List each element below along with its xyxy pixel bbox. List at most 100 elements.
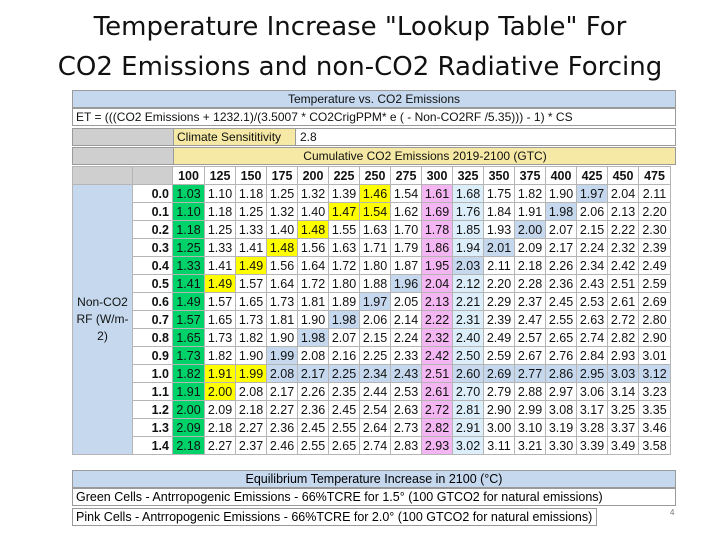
table-cell: 1.86 — [421, 238, 453, 257]
column-header: 475 — [638, 166, 671, 185]
table-cell: 2.06 — [576, 202, 608, 221]
table-cell: 2.07 — [328, 328, 360, 347]
table-cell: 1.82 — [172, 364, 205, 383]
table-cell: 1.46 — [359, 184, 391, 203]
table-cell: 2.18 — [514, 256, 546, 275]
table-cell: 2.79 — [483, 382, 515, 401]
row-label: 0.2 — [132, 220, 173, 239]
formula-row: ET = (((CO2 Emissions + 1232.1)/(3.5007 … — [72, 108, 676, 126]
table-cell: 2.77 — [514, 364, 546, 383]
table-cell: 2.74 — [359, 436, 391, 455]
table-cell: 1.65 — [235, 292, 267, 311]
table-cell: 1.41 — [204, 256, 236, 275]
table-cell: 2.04 — [421, 274, 453, 293]
table-cell: 2.25 — [328, 364, 360, 383]
table-cell: 1.40 — [266, 220, 298, 239]
table-cell: 1.65 — [204, 310, 236, 329]
table-cell: 2.13 — [421, 292, 453, 311]
table-cell: 2.26 — [545, 256, 577, 275]
table-cell: 2.11 — [483, 256, 515, 275]
table-cell: 1.88 — [359, 274, 391, 293]
row-label: 1.4 — [132, 436, 173, 455]
row-label: 0.5 — [132, 274, 173, 293]
table-cell: 2.35 — [328, 382, 360, 401]
table-cell: 1.93 — [483, 220, 515, 239]
table-cell: 2.32 — [607, 238, 639, 257]
row-label: 0.8 — [132, 328, 173, 347]
table-cell: 1.82 — [514, 184, 546, 203]
table-cell: 1.90 — [266, 328, 298, 347]
table-cell: 1.79 — [390, 238, 422, 257]
table-cell: 2.36 — [266, 418, 298, 437]
table-cell: 3.58 — [638, 436, 671, 455]
table-cell: 1.48 — [297, 220, 329, 239]
table-cell: 2.72 — [421, 400, 453, 419]
row-label: 0.1 — [132, 202, 173, 221]
table-cell: 1.56 — [266, 256, 298, 275]
table-cell: 3.11 — [483, 436, 515, 455]
table-cell: 2.34 — [359, 364, 391, 383]
table-cell: 2.16 — [328, 346, 360, 365]
table-cell: 2.55 — [297, 436, 329, 455]
table-cell: 2.27 — [204, 436, 236, 455]
table-cell: 1.41 — [172, 274, 205, 293]
column-header: 275 — [390, 166, 422, 185]
table-cell: 2.55 — [545, 310, 577, 329]
table-cell: 1.97 — [576, 184, 608, 203]
table-cell: 3.28 — [576, 418, 608, 437]
table-cell: 1.91 — [172, 382, 205, 401]
table-cell: 3.35 — [638, 400, 671, 419]
table-cell: 1.33 — [172, 256, 205, 275]
table-row: 0.2 1.18 1.25 1.33 1.40 1.48 1.55 1.63 1.70 1.78 1… — [73, 220, 671, 239]
table-row: 0.6 1.49 1.57 1.65 1.73 1.81 1.89 1.97 2.05 2.13 2… — [73, 292, 671, 311]
table-cell: 2.07 — [545, 220, 577, 239]
table-cell: 1.80 — [328, 274, 360, 293]
table-cell: 1.49 — [204, 274, 236, 293]
table-cell: 1.81 — [266, 310, 298, 329]
column-header-row: 100 125 150 175 200 225 250 275 300 325 350 375 400 4… — [72, 166, 671, 185]
table-cell: 2.15 — [576, 220, 608, 239]
table-cell: 1.70 — [390, 220, 422, 239]
climate-sensitivity-row: Climate Sensititivity 2.8 — [72, 128, 676, 146]
column-header: 225 — [328, 166, 360, 185]
table-cell: 2.03 — [452, 256, 484, 275]
table-cell: 2.27 — [266, 400, 298, 419]
table-cell: 2.57 — [514, 328, 546, 347]
table-cell: 2.39 — [483, 310, 515, 329]
table-cell: 1.10 — [204, 184, 236, 203]
table-cell: 1.98 — [328, 310, 360, 329]
table-cell: 2.28 — [514, 274, 546, 293]
table-cell: 3.25 — [607, 400, 639, 419]
table-cell: 2.49 — [483, 328, 515, 347]
table-cell: 3.08 — [545, 400, 577, 419]
table-cell: 1.57 — [204, 292, 236, 311]
column-header: 300 — [421, 166, 453, 185]
table-cell: 2.32 — [421, 328, 453, 347]
table-cell: 2.51 — [421, 364, 453, 383]
table-cell: 1.65 — [172, 328, 205, 347]
table-cell: 2.54 — [359, 400, 391, 419]
column-header: 350 — [483, 166, 515, 185]
table-header: Temperature vs. CO2 Emissions — [72, 90, 676, 108]
table-cell: 2.31 — [452, 310, 484, 329]
table-cell: 2.42 — [421, 346, 453, 365]
table-cell: 2.45 — [297, 418, 329, 437]
row-label: 0.3 — [132, 238, 173, 257]
table-cell: 1.41 — [235, 238, 267, 257]
table-cell: 2.46 — [266, 436, 298, 455]
table-cell: 2.00 — [514, 220, 546, 239]
table-cell: 2.81 — [452, 400, 484, 419]
table-cell: 2.42 — [607, 256, 639, 275]
table-cell: 1.72 — [328, 256, 360, 275]
table-cell: 2.37 — [514, 292, 546, 311]
table-row: 1.4 2.18 2.27 2.37 2.46 2.55 2.65 2.74 2.83 2.93 3… — [73, 436, 671, 455]
table-cell: 2.08 — [297, 346, 329, 365]
table-cell: 1.25 — [266, 184, 298, 203]
table-cell: 2.88 — [514, 382, 546, 401]
table-cell: 1.91 — [514, 202, 546, 221]
table-cell: 3.00 — [483, 418, 515, 437]
table-cell: 2.82 — [607, 328, 639, 347]
table-cell: 2.34 — [576, 256, 608, 275]
column-header: 450 — [607, 166, 639, 185]
table-cell: 1.57 — [235, 274, 267, 293]
